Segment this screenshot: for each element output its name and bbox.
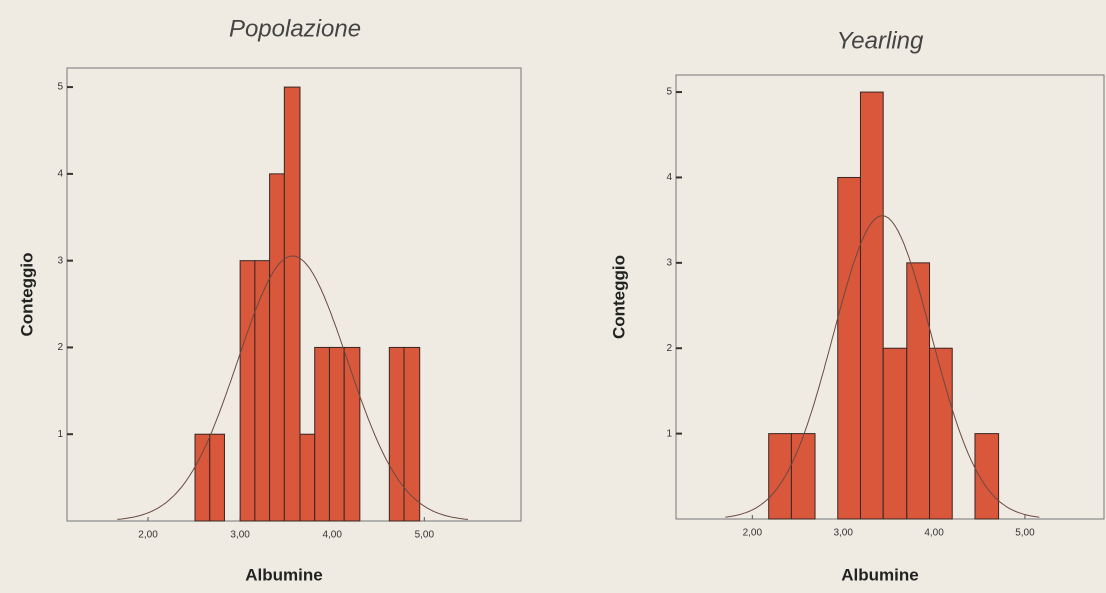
bar [283, 86, 301, 522]
bar [239, 260, 256, 522]
y-tick-label: 4 [57, 169, 63, 180]
x-tick-label: 4,00 [322, 530, 342, 541]
y-tick-label: 1 [666, 428, 672, 439]
y-tick-label: 3 [666, 257, 672, 268]
bar [269, 173, 285, 522]
x-tick-label: 5,00 [415, 530, 435, 541]
bar [768, 433, 792, 520]
bar [790, 433, 816, 520]
bar [974, 433, 1000, 520]
y-tick-label: 4 [666, 172, 672, 183]
x-tick-label: 4,00 [924, 528, 944, 539]
x-tick-label: 3,00 [833, 528, 853, 539]
y-tick-label: 5 [666, 87, 672, 98]
y-axis-label: Conteggio [609, 255, 628, 339]
x-tick-label: 2,00 [138, 530, 158, 541]
y-tick-label: 3 [57, 255, 63, 266]
bar [906, 262, 931, 520]
chart-title: Yearling [837, 27, 924, 54]
bar [209, 433, 225, 522]
bar [929, 347, 953, 520]
bar [403, 346, 421, 522]
chart-title: Popolazione [229, 15, 361, 42]
normal-curve [725, 215, 1040, 518]
bar [882, 347, 908, 520]
x-axis-label: Albumine [841, 565, 918, 584]
x-axis-label: Albumine [245, 565, 322, 584]
bar [388, 346, 405, 522]
bar [254, 260, 271, 522]
normal-curve [117, 255, 469, 520]
y-axis-label: Conteggio [17, 252, 36, 336]
y-tick-label: 1 [57, 429, 63, 440]
y-tick-label: 2 [57, 342, 63, 353]
bar [314, 346, 330, 522]
bar [194, 433, 211, 522]
x-tick-label: 3,00 [230, 530, 250, 541]
bar [328, 346, 345, 522]
bar [859, 91, 884, 520]
x-tick-label: 2,00 [743, 528, 763, 539]
y-tick-label: 2 [666, 343, 672, 354]
bar [837, 176, 861, 520]
y-tick-label: 5 [57, 82, 63, 93]
x-tick-label: 5,00 [1015, 528, 1035, 539]
bar [343, 346, 361, 522]
bar [299, 433, 316, 522]
